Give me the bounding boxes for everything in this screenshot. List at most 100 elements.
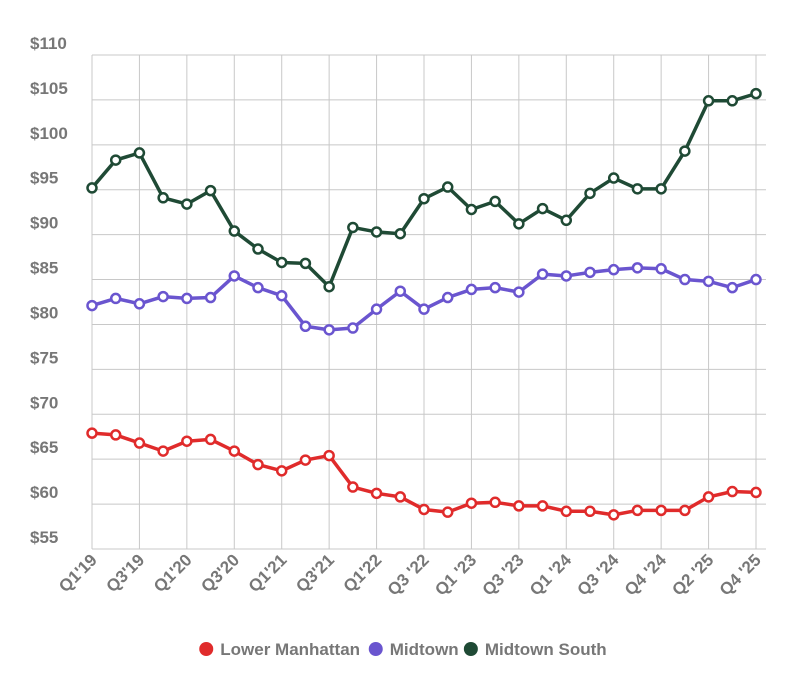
legend-marker <box>199 642 214 656</box>
data-point <box>181 198 193 210</box>
data-point <box>370 303 383 315</box>
data-point <box>702 95 715 107</box>
data-point <box>370 226 383 238</box>
data-point <box>86 182 98 194</box>
data-point <box>323 449 335 462</box>
data-point <box>347 221 359 234</box>
data-point <box>584 187 596 200</box>
data-point <box>726 281 739 294</box>
x-tick-label: Q1 '23 <box>431 550 480 599</box>
data-point <box>181 292 193 305</box>
data-point <box>394 491 407 503</box>
data-point <box>513 218 525 230</box>
data-point <box>204 184 217 197</box>
data-point <box>465 283 478 296</box>
data-point <box>750 486 762 499</box>
y-tick-label: $90 <box>30 214 58 233</box>
data-point <box>299 454 312 466</box>
data-point <box>631 262 644 274</box>
x-tick-label: Q2 '25 <box>668 550 717 599</box>
data-point <box>536 268 549 280</box>
data-point <box>323 280 335 293</box>
data-point <box>228 225 241 237</box>
data-point <box>204 433 217 446</box>
y-tick-label: $80 <box>30 303 58 322</box>
data-point <box>252 243 264 255</box>
data-point <box>109 292 122 305</box>
legend-label: Midtown South <box>485 640 607 659</box>
data-point <box>299 257 312 270</box>
x-tick-label: Q3'20 <box>197 550 243 596</box>
legend-marker <box>368 642 383 656</box>
data-point <box>441 181 454 193</box>
y-tick-label: $70 <box>30 393 58 412</box>
data-point <box>560 505 573 518</box>
data-point <box>133 437 146 449</box>
data-point <box>157 290 169 303</box>
data-point <box>181 435 193 447</box>
data-point <box>631 183 644 195</box>
x-tick-label: Q3'19 <box>103 550 149 596</box>
data-point <box>86 427 98 439</box>
data-point <box>584 505 596 518</box>
x-tick-label: Q3'21 <box>292 550 338 596</box>
data-point <box>299 320 312 333</box>
data-point <box>275 289 288 302</box>
data-point <box>157 192 169 204</box>
x-tick-label: Q4 '24 <box>621 550 670 599</box>
data-point <box>560 214 573 227</box>
x-tick-label: Q1'20 <box>150 550 196 596</box>
data-point <box>323 324 335 336</box>
legend-label: Lower Manhattan <box>220 640 360 659</box>
data-point <box>560 270 573 282</box>
data-point <box>631 504 644 517</box>
data-point <box>228 270 241 282</box>
data-point <box>489 195 501 208</box>
data-point <box>726 95 739 107</box>
data-point <box>133 147 146 159</box>
data-point <box>513 500 525 512</box>
data-point <box>465 203 478 216</box>
data-point <box>109 154 122 166</box>
data-point <box>252 281 264 294</box>
y-tick-label: $55 <box>30 528 58 547</box>
data-point <box>252 458 264 471</box>
data-point <box>133 298 146 310</box>
data-point <box>109 429 122 441</box>
data-point <box>418 192 430 205</box>
x-tick-label: Q1'21 <box>245 550 291 596</box>
x-tick-label: Q1'19 <box>55 550 101 596</box>
y-tick-label: $105 <box>30 79 68 98</box>
x-tick-label: Q3 '24 <box>573 550 622 599</box>
data-point <box>607 172 620 184</box>
data-point <box>489 281 501 294</box>
data-point <box>441 506 454 518</box>
x-tick-label: Q3 '23 <box>479 550 528 599</box>
data-point <box>655 263 667 275</box>
data-point <box>228 445 241 457</box>
data-point <box>418 503 430 516</box>
data-point <box>536 202 549 215</box>
data-point <box>513 286 525 298</box>
data-point <box>750 87 762 100</box>
data-point <box>702 491 715 503</box>
data-point <box>394 285 407 297</box>
data-point <box>584 266 596 279</box>
data-point <box>347 322 359 334</box>
data-point <box>347 481 359 493</box>
data-point <box>702 275 715 288</box>
data-point <box>679 145 691 157</box>
x-tick-label: Q1 '24 <box>526 550 575 599</box>
data-point <box>157 445 169 457</box>
data-point <box>679 504 691 517</box>
legend-marker <box>463 642 478 656</box>
data-point <box>536 500 549 512</box>
data-point <box>607 263 620 276</box>
x-tick-label: Q4 '25 <box>716 550 765 599</box>
data-point <box>750 273 762 286</box>
y-tick-label: $65 <box>30 438 58 457</box>
data-point <box>489 496 501 509</box>
data-point <box>441 291 454 304</box>
x-tick-label: Q1'22 <box>340 550 386 596</box>
